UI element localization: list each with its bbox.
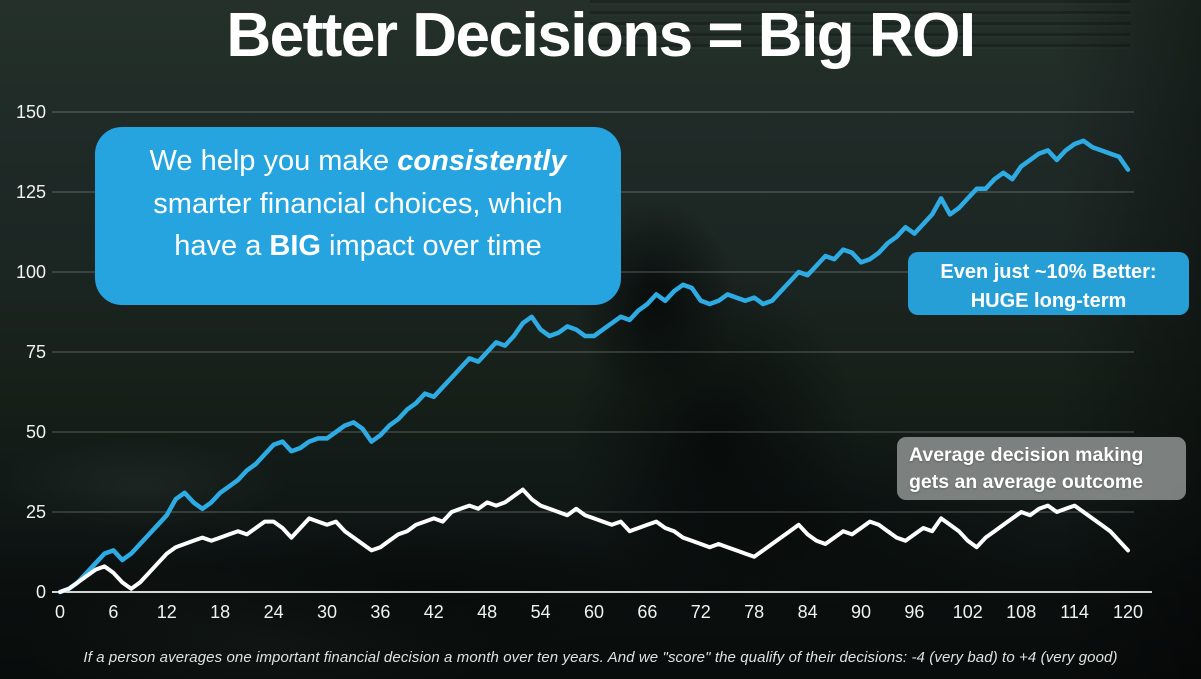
- callout-ten-percent-better: Even just ~10% Better: HUGE long-term: [908, 252, 1189, 315]
- chart-axis-labels: 0 25 50 75 100 125 150 0 6 12 18 24 30 36 42 48 54 60 66 72…: [16, 102, 1143, 622]
- x-tick-label: 102: [953, 602, 983, 622]
- x-tick-label: 120: [1113, 602, 1143, 622]
- callout-average-line1: Average decision making: [909, 444, 1144, 466]
- x-tick-label: 108: [1006, 602, 1036, 622]
- better-decisions-line: [57, 138, 1131, 595]
- callout-main-text-2: smarter financial choices, which have a: [153, 187, 563, 263]
- x-tick-label: 42: [424, 602, 444, 622]
- callout-better-line2: HUGE long-term: [970, 290, 1127, 312]
- callout-average-line2: gets an average outcome: [909, 470, 1144, 493]
- x-tick-label: 36: [370, 602, 390, 622]
- slide-title: Better Decisions = Big ROI: [226, 1, 976, 70]
- y-tick-label: 150: [16, 102, 46, 122]
- callout-main-text-big: BIG: [269, 230, 321, 263]
- callout-better-line1: Even just ~10% Better:: [940, 261, 1157, 283]
- x-tick-label: 54: [531, 602, 551, 622]
- x-tick-label: 12: [157, 602, 177, 622]
- x-tick-label: 78: [744, 602, 764, 622]
- callout-average-outcome: Average decision making gets an average …: [897, 437, 1186, 501]
- y-tick-label: 100: [16, 262, 46, 282]
- callout-main-text-emphasis: consistently: [397, 145, 567, 177]
- x-tick-label: 114: [1060, 602, 1089, 622]
- x-tick-label: 84: [798, 602, 818, 622]
- x-tick-label: 0: [55, 602, 65, 622]
- x-tick-label: 72: [691, 602, 711, 622]
- y-tick-label: 125: [16, 182, 46, 202]
- chart-series: [57, 138, 1131, 595]
- callout-main-text-3: impact over time: [329, 230, 542, 263]
- x-tick-label: 66: [637, 602, 657, 622]
- x-tick-label: 18: [210, 602, 230, 622]
- footnote-text: If a person averages one important finan…: [83, 649, 1118, 666]
- x-tick-label: 6: [108, 602, 118, 622]
- y-tick-label: 0: [36, 582, 46, 602]
- callout-main-text-1: We help you make: [149, 145, 390, 177]
- y-tick-label: 25: [26, 502, 46, 522]
- average-decisions-line: [58, 487, 1130, 594]
- x-tick-label: 96: [904, 602, 924, 622]
- y-tick-label: 75: [26, 342, 46, 362]
- callout-value-proposition: We help you make consistently smarter fi…: [95, 127, 621, 305]
- x-tick-label: 90: [851, 602, 871, 622]
- x-tick-label: 48: [477, 602, 497, 622]
- x-tick-label: 60: [584, 602, 604, 622]
- x-tick-label: 24: [264, 602, 284, 622]
- y-tick-label: 50: [26, 422, 46, 442]
- x-tick-label: 30: [317, 602, 337, 622]
